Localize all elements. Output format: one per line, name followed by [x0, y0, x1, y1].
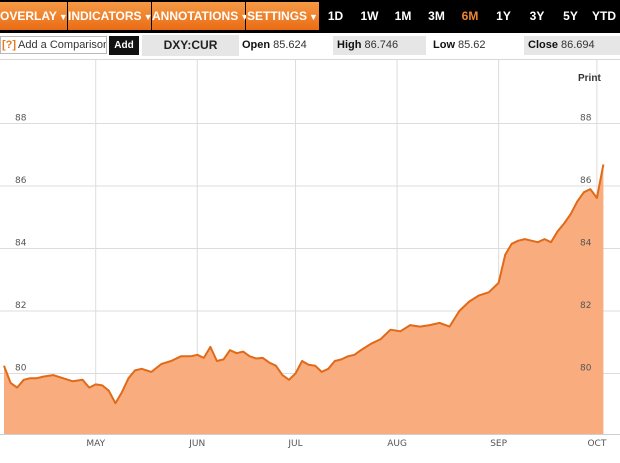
- chart-toolbar: OVERLAY ▼ INDICATORS ▼ ANNOTATIONS ▼ SETTIN…: [0, 0, 620, 33]
- low-value: 85.62: [458, 39, 486, 51]
- range-1d-button[interactable]: 1D: [320, 2, 351, 30]
- high-stat: High 86.746: [333, 36, 426, 55]
- range-5y-button[interactable]: 5Y: [554, 2, 587, 30]
- annotations-menu[interactable]: ANNOTATIONS ▼: [152, 2, 249, 30]
- add-comparison-button[interactable]: Add: [109, 36, 139, 55]
- range-3m-button[interactable]: 3M: [420, 2, 453, 30]
- range-1m-button[interactable]: 1M: [387, 2, 419, 30]
- range-6m-button[interactable]: 6M: [454, 2, 486, 30]
- y-tick-label-left: 80: [15, 364, 27, 374]
- overlay-menu[interactable]: OVERLAY ▼: [0, 2, 68, 30]
- x-tick-label: MAY: [86, 439, 105, 449]
- chevron-down-icon: ▼: [309, 12, 318, 22]
- x-tick-label: OCT: [587, 439, 606, 449]
- symbol-label: DXY:CUR: [142, 35, 239, 56]
- y-tick-label-left: 86: [15, 176, 27, 186]
- x-tick-label: SEP: [490, 439, 507, 449]
- y-tick-label-right: 84: [580, 239, 592, 249]
- low-stat: Low 85.62: [429, 36, 522, 55]
- close-value: 86.694: [560, 39, 595, 51]
- high-value: 86.746: [364, 39, 399, 51]
- price-line: [3, 164, 605, 405]
- indicators-menu[interactable]: INDICATORS ▼: [68, 2, 153, 30]
- y-tick-label-left: 82: [15, 301, 26, 311]
- close-label: Close: [528, 39, 558, 51]
- open-label: Open: [242, 39, 271, 51]
- help-icon[interactable]: [?]: [2, 39, 17, 51]
- x-tick-label: JUN: [188, 439, 205, 449]
- open-value: 85.624: [273, 39, 307, 51]
- price-chart-svg: MAY JUN JUL AUG SEP OCT 80 80 82 82 84 84 86 86 88 88: [0, 60, 620, 449]
- chevron-down-icon: ▼: [58, 12, 68, 22]
- range-1y-button[interactable]: 1Y: [487, 2, 520, 30]
- annotations-menu-label: ANNOTATIONS: [152, 9, 239, 23]
- open-stat: Open 85.624: [238, 36, 332, 55]
- comparison-placeholder: Add a Comparison: [18, 39, 107, 51]
- range-1w-button[interactable]: 1W: [353, 2, 386, 30]
- close-stat: Close 86.694: [524, 36, 620, 55]
- chevron-down-icon: ▼: [143, 12, 153, 22]
- settings-menu[interactable]: SETTINGS ▼: [246, 2, 319, 30]
- y-tick-label-right: 86: [580, 176, 592, 186]
- comparison-input[interactable]: [?] Add a Comparison: [0, 36, 107, 54]
- y-tick-label-left: 88: [15, 114, 27, 124]
- indicators-menu-label: INDICATORS: [68, 9, 142, 23]
- range-3y-button[interactable]: 3Y: [521, 2, 553, 30]
- y-tick-label-right: 88: [580, 114, 592, 124]
- overlay-menu-label: OVERLAY: [0, 9, 57, 23]
- y-tick-label-left: 84: [15, 239, 27, 249]
- chevron-down-icon: ▼: [240, 12, 250, 22]
- print-link[interactable]: Print: [578, 73, 601, 84]
- low-label: Low: [433, 39, 455, 51]
- x-tick-label: JUL: [287, 439, 302, 449]
- y-tick-label-right: 82: [580, 301, 591, 311]
- quote-info-bar: [?] Add a Comparison Add DXY:CUR Open 85.6…: [0, 33, 620, 60]
- range-ytd-button[interactable]: YTD: [588, 2, 620, 30]
- high-label: High: [337, 39, 362, 51]
- price-chart[interactable]: MAY JUN JUL AUG SEP OCT 80 80 82 82 84 84 86 86 88 88: [0, 60, 620, 458]
- settings-menu-label: SETTINGS: [247, 9, 308, 23]
- price-area: [4, 164, 604, 434]
- x-tick-label: AUG: [387, 439, 407, 449]
- y-tick-label-right: 80: [580, 364, 592, 374]
